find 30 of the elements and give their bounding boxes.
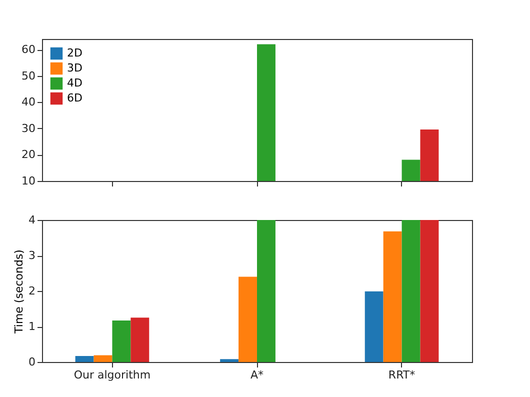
bar — [238, 276, 257, 362]
y-tick-label: 3 — [28, 249, 36, 262]
legend-label: 4D — [67, 76, 82, 90]
y-tick-label: 20 — [22, 148, 36, 162]
y-axis-title: Time (seconds) — [12, 250, 26, 334]
bar — [257, 220, 276, 362]
bar — [402, 220, 420, 362]
y-tick-label: 30 — [22, 122, 36, 135]
y-tick-label: 2 — [28, 284, 36, 298]
bar — [112, 320, 131, 362]
x-tick-label: A* — [250, 368, 264, 382]
bar — [130, 318, 150, 362]
bar — [383, 231, 402, 362]
y-tick-label: 60 — [22, 43, 36, 56]
y-tick-label: 10 — [22, 174, 36, 188]
bar — [364, 291, 384, 362]
y-tick-label: 0 — [28, 356, 36, 368]
bar — [75, 356, 94, 362]
y-tick-label: 4 — [28, 214, 36, 226]
legend-label: 2D — [67, 46, 82, 60]
y-tick-label: 1 — [28, 320, 36, 333]
x-tick-label: RRT* — [388, 368, 416, 382]
bar — [220, 359, 239, 362]
legend-label: 3D — [67, 62, 82, 74]
y-tick-label: 40 — [22, 96, 36, 109]
x-tick-label: Our algorithm — [74, 368, 151, 382]
bar — [94, 355, 112, 362]
legend-label: 6D — [67, 92, 82, 104]
bar — [420, 220, 439, 362]
y-tick-label: 50 — [22, 69, 36, 82]
